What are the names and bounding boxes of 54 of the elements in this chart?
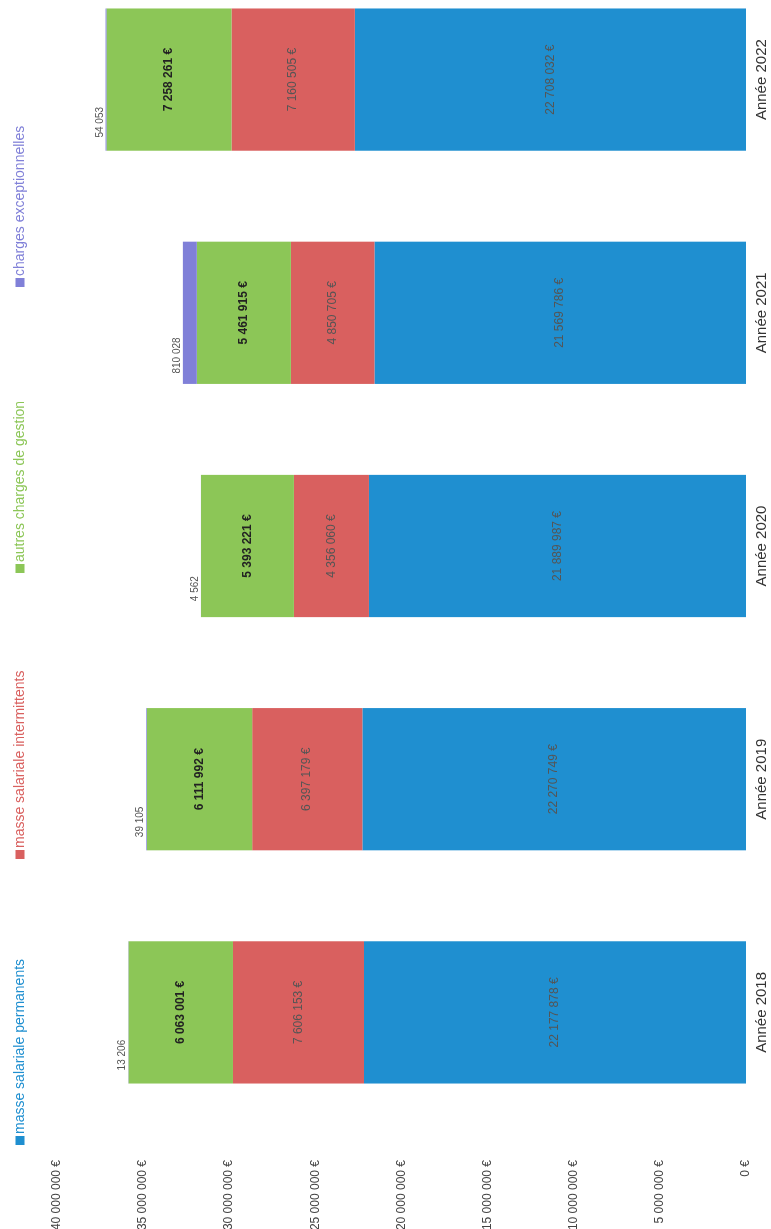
data-label: 5 393 221 € — [239, 513, 254, 578]
data-label: 7 160 505 € — [285, 47, 300, 112]
data-label: 22 708 032 € — [542, 44, 557, 115]
text: masse salariale permanents — [10, 958, 27, 1134]
x-tick-label: 5 000 000 € — [652, 1159, 667, 1224]
data-label: 39 105 — [134, 806, 146, 838]
bar — [106, 8, 232, 151]
bar — [368, 474, 746, 618]
data-label: 4 356 060 € — [323, 513, 338, 578]
x-tick-label: 0 € — [738, 1159, 753, 1177]
bar — [363, 941, 746, 1084]
bar — [374, 241, 746, 384]
y-tick-label: Année 2018 — [751, 971, 769, 1053]
x-tick-label: 40 000 000 € — [49, 1159, 64, 1229]
x-tick-label: 15 000 000 € — [479, 1159, 494, 1229]
data-label: 6 063 001 € — [172, 980, 187, 1045]
bar — [146, 708, 253, 851]
y-tick-label: Année 2020 — [751, 505, 769, 587]
data-label: 21 889 987 € — [549, 510, 564, 582]
bar — [128, 941, 233, 1084]
x-tick-label: 35 000 000 € — [135, 1159, 150, 1229]
bar — [354, 8, 746, 151]
bar — [196, 241, 291, 384]
text: autres charges de gestion — [10, 400, 27, 562]
data-label: 6 111 992 € — [191, 747, 206, 811]
data-label: 5 461 915 € — [236, 280, 251, 345]
text: charges exceptionnelles — [10, 125, 27, 276]
x-tick-label: 25 000 000 € — [307, 1159, 322, 1229]
data-label: 22 270 749 € — [546, 743, 561, 815]
data-label: 13 206 — [116, 1039, 128, 1071]
data-label: 7 258 261 € — [161, 47, 176, 112]
data-label: 21 569 786 € — [552, 277, 567, 348]
x-tick-label: 20 000 000 € — [393, 1159, 408, 1229]
data-label: 7 606 153 € — [290, 980, 305, 1045]
data-label: 22 177 878 € — [547, 977, 562, 1048]
bar — [201, 474, 294, 618]
y-tick-label: Année 2022 — [751, 39, 769, 121]
y-tick-label: Année 2021 — [751, 272, 769, 354]
bar — [362, 708, 746, 851]
text: masse salariale intermittents — [10, 670, 27, 848]
bar — [290, 241, 375, 384]
bar — [293, 474, 369, 618]
bar — [182, 241, 197, 384]
data-label: 6 397 179 € — [299, 747, 314, 811]
x-tick-label: 30 000 000 € — [221, 1159, 236, 1229]
data-label: 54 053 — [93, 106, 105, 138]
x-tick-label: 10 000 000 € — [565, 1159, 580, 1229]
bar — [252, 708, 363, 851]
bar — [232, 941, 364, 1084]
data-label: 810 028 — [170, 336, 182, 374]
bar — [231, 8, 355, 151]
y-tick-label: Année 2019 — [751, 738, 769, 820]
data-label: 4 850 705 € — [324, 280, 339, 345]
data-label: 4 562 — [188, 575, 200, 602]
